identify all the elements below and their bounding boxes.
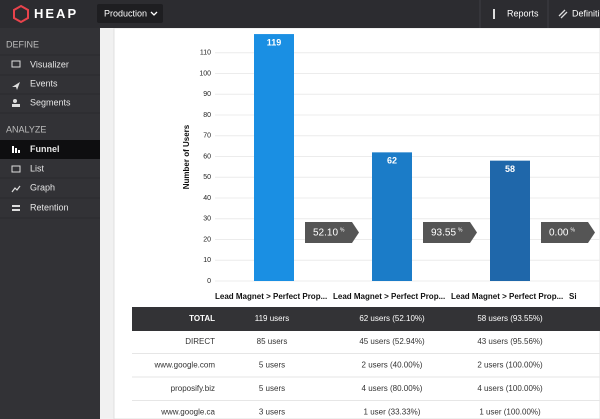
bar-value-label: 119 [267, 37, 282, 47]
table: TOTAL 119 users 62 users (52.10%) 58 users … [132, 307, 600, 417]
table-cell: www.google.ca [160, 408, 215, 417]
nav-icon [12, 82, 20, 90]
table-cell: 43 users (95.56%) [477, 337, 543, 346]
table-cell: 2 users (100.00%) [477, 361, 543, 370]
project-name[interactable]: Production [104, 8, 147, 18]
y-tick-label: 80 [203, 112, 211, 119]
dropdown-caret [150, 11, 158, 16]
conversion-label: 0.00 [549, 228, 569, 239]
y-tick-label: 40 [203, 195, 211, 202]
nav-icon [12, 209, 20, 211]
y-tick-label: 30 [203, 216, 211, 223]
y-tick-label: 100 [199, 70, 211, 77]
sidebar [0, 28, 100, 419]
nav-item[interactable]: List [30, 163, 45, 173]
conversion-label: 52.10 [313, 228, 338, 239]
table-header-bg [132, 307, 600, 331]
y-tick-label: 60 [203, 153, 211, 160]
x-tick-label: Lead Magnet > Perfect Prop... [333, 292, 445, 301]
table-header-cell: 119 users [255, 314, 290, 323]
nav-link[interactable]: Reports [507, 8, 539, 18]
bar [254, 34, 294, 282]
table-cell: proposify.biz [171, 384, 215, 393]
table-cell: 3 users [259, 408, 285, 417]
table-cell: 85 users [257, 337, 288, 346]
y-tick-label: 110 [200, 50, 211, 57]
table-cell: www.google.com [154, 361, 216, 370]
bar [372, 152, 412, 281]
x-tick-label: Si [569, 292, 577, 301]
sidebar-section: DEFINE [6, 39, 39, 49]
nav-link[interactable]: Definiti [572, 8, 600, 18]
table-header-cell: 62 users (52.10%) [359, 314, 425, 323]
table-cell: 2 users (40.00%) [362, 361, 423, 370]
nav-icon [12, 146, 14, 153]
table-cell: DIRECT [185, 337, 215, 346]
nav-icon [18, 150, 20, 153]
nav-icon [11, 185, 21, 193]
nav-item[interactable]: Retention [30, 202, 69, 212]
nav-item-active[interactable]: Funnel [30, 144, 60, 154]
nav-icon [12, 205, 20, 207]
table-header-cell: 58 users (93.55%) [477, 314, 543, 323]
nav-item[interactable]: Events [30, 78, 58, 88]
nav-item[interactable]: Graph [30, 182, 55, 192]
nav-icon [13, 99, 17, 103]
y-tick-label: 20 [203, 236, 211, 243]
table-cell: 4 users (80.00%) [362, 384, 423, 393]
conversion-unit: % [570, 227, 575, 233]
chart: 0 10 20 30 40 50 60 70 80 90 100 110 119 Lead Magnet … [199, 34, 600, 301]
y-tick-label: 50 [203, 174, 211, 181]
x-tick-label: Lead Magnet > Perfect Prop... [215, 292, 327, 301]
nav-item[interactable]: Segments [30, 97, 71, 107]
definitions-icon [558, 9, 568, 19]
conversion-unit: % [458, 227, 463, 233]
table-cell: 5 users [259, 384, 285, 393]
conversion-arrow [305, 222, 359, 243]
nav-icon [12, 104, 20, 107]
conversion-unit: % [340, 227, 345, 233]
y-tick-label: 90 [203, 91, 211, 98]
nav-icon [15, 148, 17, 153]
reports-icon [493, 9, 495, 19]
project-select[interactable] [97, 4, 163, 23]
logo: HEAP [34, 6, 78, 21]
bar-value-label: 62 [387, 156, 397, 166]
table-cell: 45 users (52.94%) [359, 337, 425, 346]
table-cell: 1 user (33.33%) [364, 408, 421, 417]
nav-icon [11, 165, 21, 173]
bar-value-label: 58 [505, 164, 515, 174]
sidebar-section: ANALYZE [6, 124, 46, 134]
table-cell: 4 users (100.00%) [477, 384, 543, 393]
active-nav-bg [0, 140, 100, 159]
conversion-arrow [423, 222, 477, 243]
y-axis-label: Number of Users [182, 124, 191, 189]
bar [490, 160, 530, 281]
logo-icon [13, 4, 29, 24]
y-tick-label: 10 [203, 257, 211, 264]
table-cell: 1 user (100.00%) [479, 408, 541, 417]
nav-item[interactable]: Visualizer [30, 59, 69, 69]
y-tick-label: 0 [207, 278, 211, 285]
nav-icon [11, 60, 21, 68]
conversion-label: 93.55 [431, 228, 456, 239]
conversion-arrow [541, 222, 595, 243]
table-header-cell: TOTAL [189, 314, 215, 323]
table-cell: 5 users [259, 361, 285, 370]
x-tick-label: Lead Magnet > Perfect Prop... [451, 292, 563, 301]
y-tick-label: 70 [203, 133, 211, 140]
